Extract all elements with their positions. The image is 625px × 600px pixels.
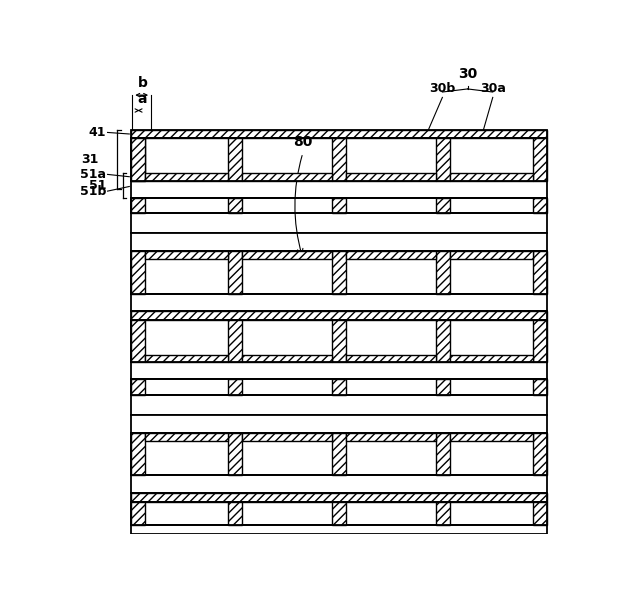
Bar bbox=[131, 130, 547, 138]
Bar bbox=[332, 320, 346, 362]
Bar bbox=[228, 251, 242, 294]
Bar bbox=[131, 502, 145, 525]
Bar bbox=[436, 433, 450, 475]
Text: b: b bbox=[138, 76, 148, 91]
Text: 30b: 30b bbox=[429, 82, 456, 95]
Bar bbox=[131, 493, 547, 502]
Bar bbox=[145, 433, 228, 441]
Text: 41: 41 bbox=[89, 126, 106, 139]
Bar bbox=[131, 433, 145, 475]
Text: 51: 51 bbox=[89, 179, 106, 191]
Bar bbox=[228, 502, 242, 525]
Bar bbox=[436, 251, 450, 294]
Bar bbox=[131, 525, 547, 534]
Bar bbox=[131, 493, 547, 502]
Bar bbox=[131, 138, 145, 181]
Bar bbox=[332, 379, 346, 395]
Bar bbox=[131, 379, 145, 395]
Bar bbox=[131, 213, 547, 233]
Bar bbox=[145, 355, 228, 362]
Bar bbox=[242, 433, 332, 441]
Text: a: a bbox=[137, 92, 146, 106]
Bar bbox=[145, 251, 228, 259]
Bar bbox=[131, 379, 547, 395]
Bar bbox=[145, 173, 228, 181]
Bar bbox=[228, 138, 242, 181]
Bar bbox=[332, 433, 346, 475]
Bar bbox=[131, 138, 547, 181]
Bar bbox=[450, 251, 533, 259]
Bar bbox=[436, 197, 450, 213]
Bar bbox=[346, 251, 436, 259]
Bar bbox=[450, 355, 533, 362]
Bar bbox=[332, 251, 346, 294]
Bar bbox=[228, 379, 242, 395]
Bar bbox=[131, 294, 547, 311]
Bar bbox=[131, 502, 547, 525]
Bar bbox=[533, 197, 547, 213]
Bar bbox=[131, 197, 145, 213]
Bar bbox=[436, 379, 450, 395]
Bar bbox=[450, 433, 533, 441]
Bar bbox=[332, 197, 346, 213]
Text: 30: 30 bbox=[458, 67, 478, 81]
Bar bbox=[533, 251, 547, 294]
Bar bbox=[131, 320, 547, 362]
Bar bbox=[332, 502, 346, 525]
Bar bbox=[533, 320, 547, 362]
Bar bbox=[131, 197, 547, 213]
Bar bbox=[228, 433, 242, 475]
Bar bbox=[131, 433, 547, 475]
Bar bbox=[436, 320, 450, 362]
Text: 80: 80 bbox=[293, 135, 312, 149]
Bar bbox=[131, 320, 145, 362]
Text: 51a: 51a bbox=[80, 168, 106, 181]
Bar bbox=[450, 173, 533, 181]
Bar bbox=[131, 311, 547, 320]
Bar bbox=[131, 197, 547, 213]
Bar bbox=[131, 181, 547, 197]
Bar bbox=[131, 138, 547, 181]
Bar bbox=[131, 415, 547, 433]
Bar bbox=[131, 475, 547, 493]
Bar bbox=[131, 311, 547, 320]
Bar bbox=[242, 173, 332, 181]
Bar bbox=[131, 233, 547, 251]
Bar bbox=[131, 502, 547, 525]
Bar bbox=[131, 320, 547, 362]
Bar bbox=[332, 138, 346, 181]
Text: 31: 31 bbox=[81, 153, 98, 166]
Bar bbox=[533, 379, 547, 395]
Bar bbox=[131, 251, 547, 294]
Bar bbox=[242, 355, 332, 362]
Bar bbox=[533, 502, 547, 525]
Bar bbox=[533, 138, 547, 181]
Bar bbox=[131, 251, 145, 294]
Text: 51b: 51b bbox=[79, 185, 106, 197]
Bar bbox=[346, 355, 436, 362]
Text: 30a: 30a bbox=[480, 82, 506, 95]
Bar bbox=[131, 138, 145, 181]
Bar bbox=[131, 379, 547, 395]
Bar bbox=[131, 395, 547, 415]
Bar bbox=[436, 502, 450, 525]
Bar bbox=[131, 130, 547, 138]
Bar bbox=[533, 433, 547, 475]
Bar bbox=[242, 251, 332, 259]
Bar bbox=[131, 251, 547, 294]
Bar bbox=[436, 138, 450, 181]
Bar bbox=[346, 433, 436, 441]
Bar bbox=[131, 362, 547, 379]
Bar bbox=[131, 433, 547, 475]
Bar bbox=[228, 197, 242, 213]
Bar bbox=[228, 320, 242, 362]
Bar bbox=[346, 173, 436, 181]
